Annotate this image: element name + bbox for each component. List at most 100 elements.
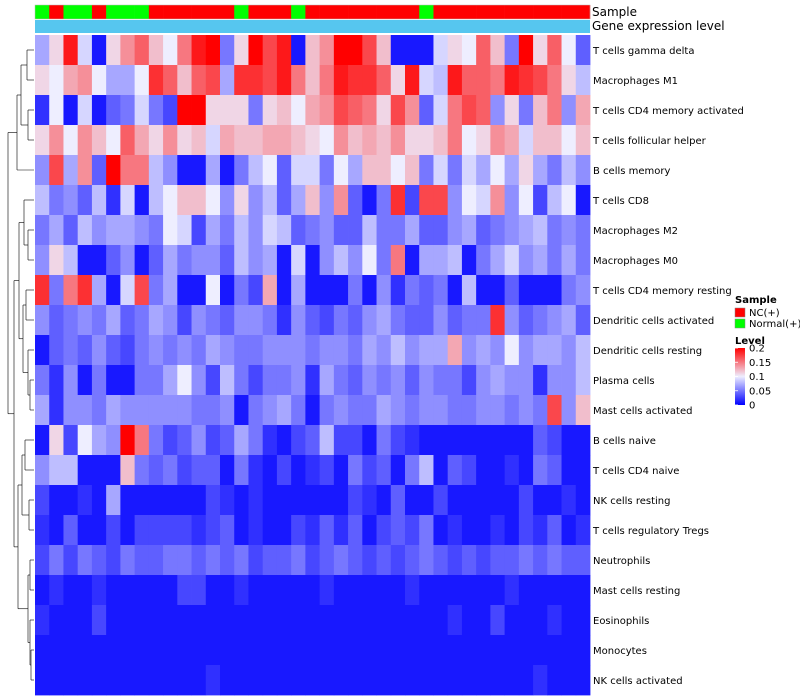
heatmap-cell — [575, 515, 591, 546]
heatmap-cell — [518, 455, 534, 486]
heatmap-cell — [49, 605, 64, 636]
heatmap-cell — [362, 305, 377, 336]
heatmap-cell — [476, 95, 491, 126]
heatmap-cell — [333, 35, 349, 66]
heatmap-cell — [177, 425, 192, 456]
heatmap-cell — [106, 245, 121, 276]
heatmap-cell — [63, 185, 79, 216]
heatmap-cell — [77, 485, 93, 516]
heatmap-cell — [163, 95, 178, 126]
heatmap-cell — [433, 35, 449, 66]
heatmap-cell — [490, 635, 506, 666]
heatmap-cell — [63, 575, 79, 606]
heatmap-cell — [291, 185, 306, 216]
heatmap-cell — [262, 95, 278, 126]
heatmap-cell — [376, 545, 392, 576]
heatmap-cell — [305, 635, 321, 666]
heatmap-cell — [518, 665, 534, 696]
heatmap-cell — [134, 635, 150, 666]
heatmap-cell — [362, 605, 377, 636]
heatmap-cell — [248, 485, 264, 516]
heatmap-cell — [376, 455, 392, 486]
heatmap-cell — [191, 155, 207, 186]
expression-annotation-track — [35, 20, 590, 33]
heatmap-cell — [49, 245, 64, 276]
heatmap-cell — [305, 215, 321, 246]
heatmap-cell — [476, 155, 491, 186]
heatmap-cell — [148, 365, 164, 396]
heatmap-cell — [405, 485, 420, 516]
heatmap-cell — [433, 485, 449, 516]
heatmap-cell — [390, 275, 406, 306]
heatmap-cell — [177, 395, 192, 426]
heatmap-cell — [134, 125, 150, 156]
sample-annotation-cell — [234, 5, 249, 19]
heatmap-cell — [120, 575, 136, 606]
heatmap-cell — [148, 305, 164, 336]
heatmap-cell — [91, 425, 107, 456]
sample-annotation-cell — [490, 5, 505, 19]
row-label: Plasma cells — [593, 376, 655, 387]
heatmap-cell — [461, 515, 477, 546]
heatmap-cell — [163, 545, 178, 576]
heatmap-cell — [191, 215, 207, 246]
heatmap-cell — [234, 125, 249, 156]
heatmap-cell — [134, 455, 150, 486]
heatmap-cell — [419, 425, 434, 456]
heatmap-cell — [490, 35, 506, 66]
heatmap-cell — [91, 395, 107, 426]
heatmap-cell — [291, 545, 306, 576]
heatmap-cell — [504, 275, 520, 306]
heatmap-cell — [220, 395, 235, 426]
heatmap-cell — [248, 35, 264, 66]
row-label: Monocytes — [593, 646, 647, 657]
heatmap-cell — [262, 155, 278, 186]
heatmap-cell — [77, 215, 93, 246]
heatmap-cell — [305, 575, 321, 606]
heatmap-cell — [362, 635, 377, 666]
level-legend-ticks: 0.2 0.15 0.1 0.05 0 — [735, 344, 771, 412]
heatmap-cell — [276, 215, 292, 246]
heatmap-cell — [476, 665, 491, 696]
heatmap-cell — [362, 65, 377, 96]
heatmap-cell — [63, 485, 79, 516]
heatmap-cell — [476, 35, 491, 66]
heatmap-cell — [234, 215, 249, 246]
heatmap-cell — [319, 605, 335, 636]
heatmap-cell — [490, 95, 506, 126]
heatmap-cell — [390, 95, 406, 126]
heatmap-cell — [305, 275, 321, 306]
heatmap-cell — [575, 575, 591, 606]
heatmap-cell — [276, 395, 292, 426]
heatmap-cell — [419, 335, 434, 366]
heatmap-cell — [405, 425, 420, 456]
heatmap-cell — [262, 125, 278, 156]
heatmap-cell — [433, 335, 449, 366]
heatmap-cell — [305, 545, 321, 576]
heatmap-cell — [134, 365, 150, 396]
heatmap-cell — [177, 365, 192, 396]
heatmap-cell — [319, 365, 335, 396]
heatmap-cell — [120, 365, 136, 396]
heatmap-cell — [490, 545, 506, 576]
heatmap-cell — [49, 335, 64, 366]
heatmap-cell — [77, 275, 93, 306]
heatmap-cell — [234, 605, 249, 636]
heatmap-cell — [405, 305, 420, 336]
heatmap-cell — [433, 575, 449, 606]
sample-annotation-cell — [476, 5, 491, 19]
heatmap-cell — [433, 245, 449, 276]
heatmap-cell — [319, 635, 335, 666]
heatmap-cell — [447, 455, 463, 486]
heatmap-cell — [262, 545, 278, 576]
heatmap-cell — [291, 215, 306, 246]
heatmap-cell — [547, 365, 562, 396]
heatmap-cell — [148, 575, 164, 606]
row-label: Neutrophils — [593, 556, 650, 567]
heatmap-cell — [120, 275, 136, 306]
row-label: NK cells resting — [593, 496, 670, 507]
heatmap-cell — [134, 35, 150, 66]
heatmap-cell — [461, 395, 477, 426]
heatmap-cell — [305, 95, 321, 126]
heatmap-cell — [91, 485, 107, 516]
